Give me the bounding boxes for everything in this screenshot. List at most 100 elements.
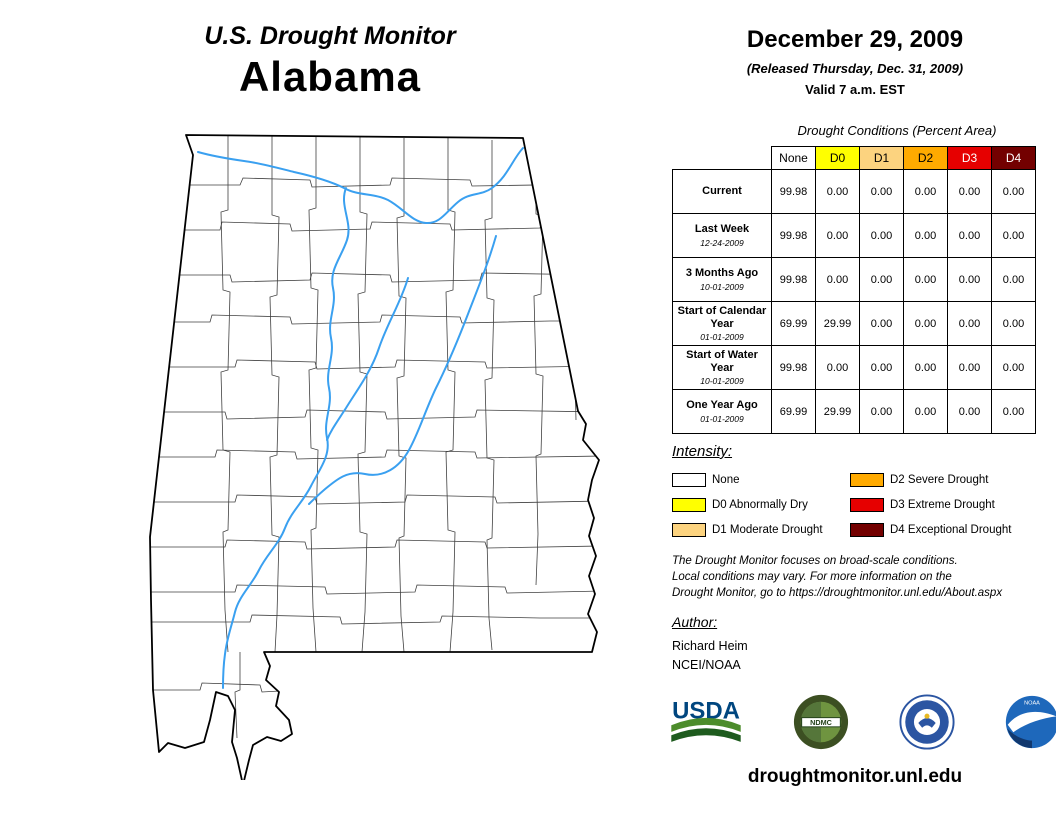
column-header-d1: D1 <box>859 146 904 170</box>
value-cell: 0.00 <box>947 301 992 346</box>
value-cell: 0.00 <box>991 169 1036 214</box>
value-cell: 0.00 <box>991 301 1036 346</box>
valid-time: Valid 7 a.m. EST <box>805 82 905 97</box>
ndmc-logo-text: NDMC <box>810 718 833 727</box>
table-row: 3 Months Ago 10-01-2009 99.98 0.00 0.00 0.00 0… <box>672 257 1036 302</box>
report-date: December 29, 2009 <box>746 26 964 53</box>
tennessee-river <box>197 147 524 225</box>
column-header-d0: D0 <box>815 146 860 170</box>
noaa-logo-text: NOAA <box>1024 701 1040 707</box>
row-label-cell: 3 Months Ago 10-01-2009 <box>672 257 772 302</box>
row-label: Last Week <box>694 223 750 236</box>
value-cell: 0.00 <box>903 257 948 302</box>
state-name: Alabama <box>238 53 422 100</box>
county-line <box>150 682 299 693</box>
ndmc-logo: NDMC <box>793 694 849 750</box>
row-label: 3 Months Ago <box>685 267 759 280</box>
value-cell: 0.00 <box>859 301 904 346</box>
legend-item: D3 Extreme Drought <box>850 497 1055 512</box>
value-cell: 99.98 <box>771 345 816 390</box>
date-header: December 29, 2009 (Released Thursday, De… <box>655 26 1055 97</box>
row-date: 01-01-2009 <box>700 332 744 343</box>
table-row: Start of Calendar Year 01-01-2009 69.99 29.… <box>672 301 1036 346</box>
legend-label: D1 Moderate Drought <box>712 523 823 536</box>
legend-label: D2 Severe Drought <box>890 473 989 486</box>
county-line <box>150 614 595 625</box>
county-boundaries <box>150 135 599 739</box>
tombigbee-mobile-river <box>222 187 350 689</box>
legend-swatch <box>850 497 884 512</box>
legend-grid: None D0 Abnormally Dry D1 Moderate Drought… <box>672 467 1055 542</box>
legend-item: D2 Severe Drought <box>850 472 1055 487</box>
value-cell: 0.00 <box>859 169 904 214</box>
table-header-row: None D0 D1 D2 D3 D4 <box>672 146 1036 170</box>
county-line <box>484 140 495 651</box>
county-line <box>150 584 599 595</box>
legend-item: D4 Exceptional Drought <box>850 522 1055 537</box>
column-header-none: None <box>771 146 816 170</box>
value-cell: 0.00 <box>815 257 860 302</box>
value-cell: 69.99 <box>771 301 816 346</box>
value-cell: 0.00 <box>815 213 860 258</box>
row-date: 10-01-2009 <box>700 281 744 292</box>
corner-cell <box>672 146 772 170</box>
author-heading: Author: <box>672 614 718 630</box>
row-date: 12-24-2009 <box>700 237 744 248</box>
value-cell: 99.98 <box>771 169 816 214</box>
value-cell: 0.00 <box>991 257 1036 302</box>
value-cell: 0.00 <box>947 257 992 302</box>
legend-swatch <box>672 472 706 487</box>
county-line <box>234 652 241 739</box>
state-outline <box>149 134 600 780</box>
value-cell: 0.00 <box>947 169 992 214</box>
value-cell: 0.00 <box>859 389 904 434</box>
black-warrior-river <box>326 277 409 441</box>
county-line <box>150 539 599 550</box>
value-cell: 29.99 <box>815 301 860 346</box>
value-cell: 0.00 <box>903 345 948 390</box>
row-label-cell: Start of Calendar Year 01-01-2009 <box>672 301 772 346</box>
county-line <box>269 135 280 653</box>
value-cell: 29.99 <box>815 389 860 434</box>
county-line <box>396 138 407 653</box>
value-cell: 0.00 <box>859 213 904 258</box>
value-cell: 0.00 <box>903 301 948 346</box>
value-cell: 0.00 <box>815 169 860 214</box>
legend-swatch <box>672 522 706 537</box>
noaa-logo: NOAA <box>1005 695 1056 749</box>
table-row: One Year Ago 01-01-2009 69.99 29.99 0.00 0.00… <box>672 389 1036 434</box>
legend-swatch <box>672 497 706 512</box>
county-line <box>445 138 456 653</box>
value-cell: 69.99 <box>771 389 816 434</box>
county-line <box>150 449 599 460</box>
county-line <box>573 190 581 421</box>
value-cell: 0.00 <box>903 169 948 214</box>
value-cell: 0.00 <box>991 345 1036 390</box>
row-label-cell: Last Week 12-24-2009 <box>672 213 772 258</box>
column-header-d3: D3 <box>947 146 992 170</box>
value-cell: 0.00 <box>947 389 992 434</box>
column-header-d2: D2 <box>903 146 948 170</box>
value-cell: 0.00 <box>991 213 1036 258</box>
commerce-seal-logo <box>899 694 955 750</box>
row-label: Start of Water Year <box>686 348 758 374</box>
map-header: U.S. Drought Monitor Alabama <box>85 22 575 101</box>
noaa-dark-sea <box>1007 728 1032 749</box>
usda-logo: USDA <box>671 698 741 742</box>
table-title: Drought Conditions (Percent Area) <box>797 123 997 138</box>
report-title: U.S. Drought Monitor <box>204 22 456 50</box>
conditions-table: None D0 D1 D2 D3 D4 Current 99.98 0.00 0.00 0.00 0.… <box>672 146 1036 434</box>
row-label: Start of Calendar Year <box>677 304 767 330</box>
row-label-cell: One Year Ago 01-01-2009 <box>672 389 772 434</box>
county-line <box>150 272 599 283</box>
legend-title: Intensity: <box>672 443 733 460</box>
usda-swoosh-lower <box>671 728 741 742</box>
county-line <box>150 359 599 370</box>
value-cell: 0.00 <box>815 345 860 390</box>
row-date: 10-01-2009 <box>700 376 744 387</box>
legend-item: D1 Moderate Drought <box>672 522 850 537</box>
row-label: Current <box>702 185 742 198</box>
author-org: NCEI/NOAA <box>672 658 741 672</box>
value-cell: 0.00 <box>859 345 904 390</box>
legend-item: None <box>672 472 850 487</box>
